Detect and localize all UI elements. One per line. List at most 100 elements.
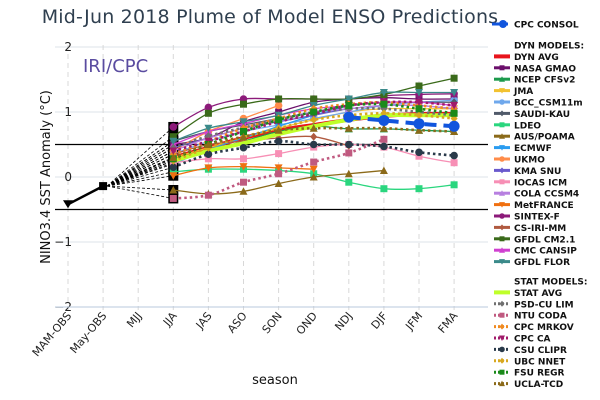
data-point <box>169 153 178 161</box>
data-point <box>240 178 247 186</box>
legend-label: LDEO <box>514 121 541 131</box>
data-point <box>240 128 247 135</box>
data-point <box>204 109 212 117</box>
data-point <box>499 369 505 375</box>
data-point <box>450 159 458 167</box>
x-tick-label: JFM <box>402 310 425 334</box>
data-point <box>169 168 177 176</box>
connector-line <box>106 166 174 187</box>
legend-header: DYN MODELS: <box>514 42 584 52</box>
consensus-point <box>343 111 355 123</box>
data-point <box>310 158 318 166</box>
connector-line <box>106 147 174 187</box>
legend-label: CPC CA <box>514 335 551 345</box>
legend-item: UKMO <box>494 156 545 166</box>
legend-item: JMA <box>494 87 533 97</box>
x-tick-label: OND <box>294 310 320 338</box>
consensus-point <box>448 120 460 132</box>
data-point <box>274 179 283 187</box>
series-layer <box>63 74 460 209</box>
legend-item: BCC_CSM11m <box>494 99 583 109</box>
legend-label: IOCAS ICM <box>514 178 567 188</box>
data-point <box>499 99 505 105</box>
data-point <box>499 156 505 162</box>
data-point <box>499 335 505 341</box>
legend-item: CMC CANSIP <box>494 247 577 257</box>
data-point <box>345 102 353 109</box>
legend-label: SAUDI-KAU <box>514 110 570 120</box>
legend-label: BCC_CSM11m <box>514 99 583 109</box>
x-tick-label: SON <box>260 310 285 337</box>
data-point <box>379 166 388 174</box>
data-point <box>380 135 388 143</box>
data-point <box>275 150 283 158</box>
data-point <box>240 100 247 108</box>
legend-item: STAT AVG <box>494 289 562 299</box>
data-point <box>310 115 318 124</box>
legend-item: NCEP CFSv2 <box>494 76 575 86</box>
legend-label: NCEP CFSv2 <box>514 76 575 86</box>
data-point <box>309 165 318 174</box>
legend-item: UBC NNET <box>494 357 566 367</box>
data-point <box>169 186 178 194</box>
data-point <box>499 190 505 196</box>
data-point <box>274 101 283 110</box>
legend-item: AUS/POAMA <box>494 133 575 143</box>
connector-line <box>106 150 174 187</box>
y-tick-label: 1 <box>64 105 72 119</box>
observed-point <box>99 182 108 191</box>
data-point <box>310 95 318 103</box>
connector-line <box>106 153 174 187</box>
series-line-fsu-regr <box>172 102 455 161</box>
legend-item: NTU CODA <box>494 312 567 322</box>
legend-item: SAUDI-KAU <box>494 110 570 120</box>
data-point <box>450 74 458 82</box>
threshold-lines <box>55 143 488 211</box>
legend-item: NASA GMAO <box>494 64 576 74</box>
legend-item: GFDL FLOR <box>494 258 570 268</box>
x-axis-title: season <box>252 373 298 388</box>
data-point <box>310 132 318 141</box>
legend-label: UKMO <box>514 156 545 166</box>
data-point <box>499 145 505 151</box>
y-tick-label: 0 <box>64 170 72 184</box>
legend-item: KMA SNU <box>494 167 561 177</box>
data-point <box>344 95 353 103</box>
data-point <box>204 124 213 133</box>
legend-label: DYN AVG <box>514 53 559 63</box>
data-point <box>415 82 423 90</box>
legend-marker <box>499 20 507 28</box>
legend-label: PSD-CU LIM <box>514 300 574 310</box>
legend-item: SINTEX-F <box>494 213 560 223</box>
connector-line <box>106 157 174 187</box>
data-point <box>499 247 505 253</box>
data-point <box>415 105 423 113</box>
data-point <box>499 236 505 242</box>
consensus-point <box>378 114 390 126</box>
data-point <box>450 151 458 160</box>
data-point <box>450 109 458 117</box>
data-point <box>169 163 178 172</box>
data-point <box>204 140 213 148</box>
data-point <box>239 132 248 141</box>
legend-header: STAT MODELS: <box>514 278 588 288</box>
watermark-label: IRI/CPC <box>83 56 148 77</box>
legend-label: NASA GMAO <box>514 64 576 74</box>
x-tick-label: May-OBS <box>67 310 109 357</box>
chart-title: Mid-Jun 2018 Plume of Model ENSO Predict… <box>41 6 499 28</box>
data-point <box>499 357 505 364</box>
data-point <box>239 187 248 195</box>
data-point <box>499 202 505 208</box>
legend-item: FSU REGR <box>494 369 565 379</box>
connector-line <box>107 185 174 191</box>
connector-line <box>106 144 174 187</box>
data-point <box>499 122 505 128</box>
data-point <box>344 124 353 132</box>
data-point <box>239 118 248 126</box>
data-point <box>450 89 459 97</box>
data-point <box>415 148 423 157</box>
y-tick-label: −1 <box>54 235 72 249</box>
data-point <box>379 124 388 132</box>
